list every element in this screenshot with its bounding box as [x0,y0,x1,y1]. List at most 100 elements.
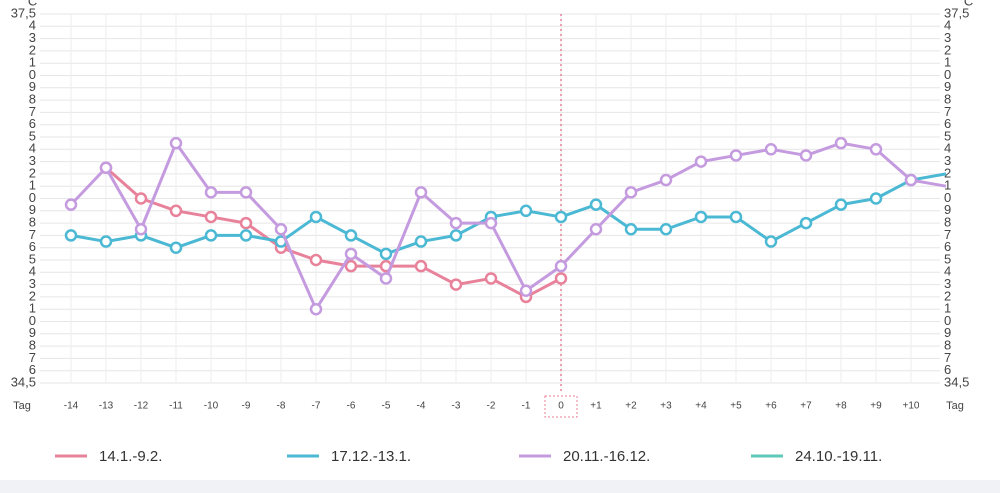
x-tick-label: -9 [242,401,251,412]
y-tick-label-right: 2 [944,42,951,57]
series-point [799,149,813,162]
x-tick-label: +8 [835,401,847,412]
series-point [729,210,743,224]
y-tick-label-right: 8 [944,215,951,230]
x-tick-label: +3 [660,401,672,412]
x-tick-label: -7 [312,401,321,412]
y-tick-label: 7 [29,104,36,119]
x-tick-label: -2 [487,401,496,412]
x-label: Tag [13,400,31,412]
y-tick-label-right: 8 [944,338,951,353]
today-box [544,395,578,418]
series-point [379,272,393,285]
y-tick-label-right: 1 [944,178,951,193]
y-tick-label-right: 37,5 [944,5,969,20]
y-tick-label-right: 5 [944,251,951,266]
x-tick-label: -1 [522,401,531,412]
series-point [414,186,428,199]
series-point [169,136,183,150]
series-point [99,235,113,248]
series-point [379,247,393,261]
y-tick-label-right: 4 [944,141,951,156]
y-tick-label-right: 3 [944,30,951,45]
y-tick-label-right: 34,5 [944,374,969,389]
legend-label: 24.10.-19.11. [795,448,882,465]
y-tick-label: 4 [29,264,36,279]
x-tick-label: +10 [903,401,920,412]
x-tick-label: 0 [558,401,564,412]
y-tick-label: 37,5 [11,5,36,20]
series-point [519,204,533,218]
x-tick-label: -3 [452,401,461,412]
series-point [449,278,463,291]
y-tick-label-right: 6 [944,116,951,131]
y-tick-label: 2 [29,288,36,303]
series-point [64,229,78,242]
series-point [764,143,778,156]
series-point [869,192,883,205]
series-point [204,210,218,224]
y-tick-label-right: 1 [944,55,951,70]
series-point [659,223,673,236]
series-point [694,155,708,168]
y-tick-label: 4 [29,141,36,156]
y-tick-label: 5 [29,128,36,143]
y-tick-label: 0 [29,313,36,328]
series-point [169,241,183,254]
y-unit-right: °C [959,0,974,8]
y-tick-label: 6 [29,362,36,377]
y-tick-label: 2 [29,165,36,180]
y-tick-label: 8 [29,92,36,107]
series-point [624,186,638,199]
y-tick-label-right: 6 [944,239,951,254]
legend-label: 17.12.-13.1. [331,448,411,465]
y-tick-label-right: 2 [944,288,951,303]
y-tick-label: 8 [29,338,36,353]
series-point [309,302,323,316]
series-point [449,229,463,242]
series-point [554,259,568,273]
series-point [729,149,743,162]
y-tick-label: 2 [29,42,36,57]
y-tick-label-right: 5 [944,128,951,143]
y-tick-label-right: 3 [944,153,951,168]
series-point [694,210,708,224]
y-tick-label: 7 [29,227,36,242]
y-tick-label: 8 [29,215,36,230]
y-tick-label: 3 [29,276,36,291]
series-point [659,173,673,187]
y-tick-label-right: 9 [944,325,951,340]
y-tick-label-right: 7 [944,350,951,365]
series-point [554,272,568,285]
x-tick-label: -12 [134,401,149,412]
series-point [624,223,638,236]
series-point [589,198,603,211]
y-tick-label: 3 [29,30,36,45]
series-point [904,173,918,187]
y-tick-label-right: 1 [944,301,951,316]
legend-label: 14.1.-9.2. [99,448,162,465]
y-tick-label: 1 [29,55,36,70]
y-tick-label: 5 [29,251,36,266]
series-point [344,229,358,242]
series-point [484,272,498,285]
series-point [834,198,848,211]
series-point [484,216,498,230]
y-tick-label-right: 4 [944,18,951,33]
y-tick-label: 6 [29,116,36,131]
series-point [554,210,568,224]
y-tick-label-right: 0 [944,67,951,82]
series-point [344,259,358,273]
series-point [169,204,183,218]
y-tick-label: 6 [29,239,36,254]
series-point [64,198,78,211]
y-tick-label: 3 [29,153,36,168]
series-point [414,235,428,248]
x-tick-label: -14 [64,401,79,412]
y-tick-label-right: 0 [944,313,951,328]
x-tick-label: +5 [730,401,742,412]
y-tick-label: 1 [29,301,36,316]
series-point [764,235,778,248]
y-unit: °C [23,0,38,8]
